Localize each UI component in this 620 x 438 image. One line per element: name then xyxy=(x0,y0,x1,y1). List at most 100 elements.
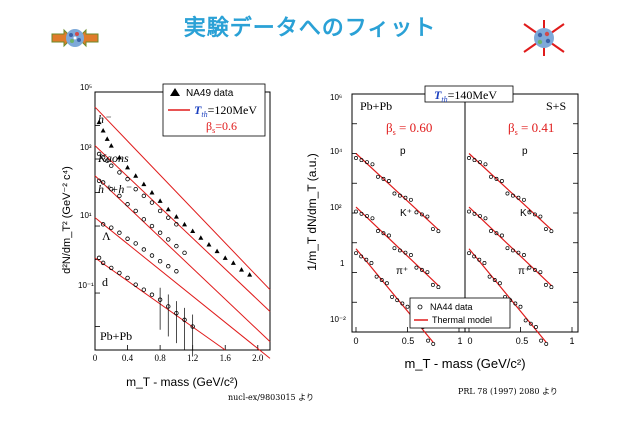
right-fit-line xyxy=(355,206,439,287)
right-ytick-0: 10⁶ xyxy=(330,93,342,102)
left-data-point xyxy=(141,193,147,199)
right-data-point xyxy=(392,246,397,251)
left-data-point xyxy=(166,237,171,242)
left-data-point xyxy=(100,128,106,133)
right-data-point xyxy=(533,324,538,329)
right-data-point xyxy=(544,341,549,346)
left-data-point xyxy=(125,275,130,281)
particle-label-ss-p: p xyxy=(522,146,528,157)
right-data-point xyxy=(532,212,537,217)
left-data-point xyxy=(96,255,102,261)
left-data-point xyxy=(125,202,130,207)
right-data-point xyxy=(518,304,523,309)
left-ytick-3: 10⁻¹ xyxy=(78,281,94,290)
right-data-point xyxy=(365,160,369,165)
panel-beta-ss-sub: s xyxy=(515,128,518,137)
right-xtick-1: 0.5 xyxy=(402,336,415,346)
right-data-point xyxy=(381,176,386,181)
right-data-point xyxy=(543,282,548,287)
left-data-point xyxy=(117,170,122,175)
panel-beta-ss-val: = 0.41 xyxy=(518,120,555,135)
left-data-point xyxy=(157,259,163,264)
right-data-point xyxy=(489,229,493,233)
left-data-point xyxy=(125,164,131,170)
right-data-point xyxy=(539,338,544,343)
left-x-axis-label: m_T - mass (GeV/c²) xyxy=(126,375,238,389)
right-header-sub: th xyxy=(441,95,447,104)
left-fit-line xyxy=(94,106,271,291)
panel-system-ss: S+S xyxy=(546,99,566,113)
left-y-axis-label: d²N/dm_T² (GeV⁻² c⁴) xyxy=(61,166,73,274)
right-data-point xyxy=(467,251,471,256)
right-data-point xyxy=(549,229,554,234)
left-data-point xyxy=(96,119,102,125)
legend-temperature-var: T xyxy=(194,103,202,117)
right-ytick-4: 10⁻² xyxy=(330,315,346,324)
left-data-point xyxy=(165,206,171,212)
right-data-point xyxy=(390,294,395,299)
right-data-point xyxy=(467,156,471,160)
panel-beta-pbpb-sub: s xyxy=(393,128,396,137)
right-data-point xyxy=(376,174,380,179)
left-data-point xyxy=(133,173,139,178)
species-label-d: d xyxy=(102,275,108,289)
right-data-point xyxy=(430,282,435,287)
right-data-point xyxy=(494,176,499,181)
right-data-point xyxy=(505,191,510,196)
right-data-point xyxy=(369,261,374,265)
legend-na44: NA44 data xyxy=(430,302,473,312)
right-data-point xyxy=(436,285,441,290)
left-xtick-label: 0 xyxy=(93,353,98,363)
legend-beta-sub: s xyxy=(212,126,215,135)
right-data-point xyxy=(354,209,358,214)
right-xtick-2: 1 xyxy=(457,336,462,346)
left-data-point xyxy=(141,247,147,252)
right-data-point xyxy=(505,246,510,251)
left-data-point xyxy=(141,287,147,292)
left-data-point xyxy=(96,151,102,157)
legend-temperature-sub: th xyxy=(201,110,207,119)
left-data-point xyxy=(190,228,196,234)
right-data-point xyxy=(374,274,379,279)
species-label-lambda: Λ xyxy=(102,229,111,243)
legend-beta-var: β xyxy=(206,119,212,133)
left-data-point xyxy=(166,215,171,220)
right-xtick-5: 1 xyxy=(569,336,574,346)
right-data-point xyxy=(538,270,543,275)
left-data-point xyxy=(174,269,179,274)
left-data-point xyxy=(104,136,110,141)
panel-beta-ss-var: β xyxy=(508,120,515,135)
left-legend: NA49 data Tth=120MeV βs=0.6 xyxy=(162,83,266,137)
right-data-point xyxy=(400,301,405,306)
right-data-point xyxy=(370,162,375,167)
left-data-point xyxy=(116,154,122,160)
right-data-point xyxy=(527,210,532,215)
left-ytick-1: 10³ xyxy=(80,143,92,152)
left-xtick-label: 0.8 xyxy=(154,353,166,363)
right-data-point xyxy=(403,250,408,255)
right-ytick-1: 10⁴ xyxy=(330,147,343,156)
left-data-point xyxy=(105,158,110,163)
panel-system-pbpb: Pb+Pb xyxy=(360,99,392,113)
left-xtick-label: 1.2 xyxy=(187,353,198,363)
right-data-point xyxy=(516,250,521,255)
right-data-point xyxy=(492,277,497,282)
circle-marker-icon xyxy=(417,304,423,310)
right-data-point xyxy=(403,195,408,200)
right-spectra-chart: Tth=140MeV Pb+Pb S+S βs = 0.60 βs = 0.41… xyxy=(305,85,579,371)
left-data-point xyxy=(198,235,204,240)
left-data-point xyxy=(108,143,114,148)
particle-label-ss-pi: π⁺ xyxy=(518,266,530,277)
panel-beta-pbpb: βs = 0.60 xyxy=(386,120,432,137)
right-header-var: T xyxy=(434,88,442,102)
left-data-point xyxy=(182,250,187,256)
right-xtick-3: 0 xyxy=(467,336,472,346)
right-ytick-3: 1 xyxy=(340,259,345,268)
left-data-point xyxy=(109,186,114,192)
right-data-point xyxy=(532,267,537,272)
particle-label-pbpb-k: K⁺ xyxy=(400,208,412,219)
panel-beta-pbpb-val: = 0.60 xyxy=(396,120,433,135)
right-data-point xyxy=(397,193,402,198)
left-data-point xyxy=(133,241,138,246)
right-xtick-0: 0 xyxy=(353,336,358,346)
